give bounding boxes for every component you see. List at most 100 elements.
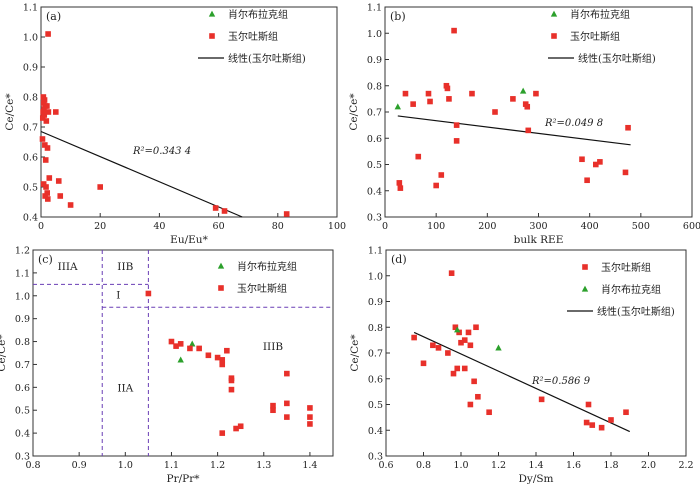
field-label: IIB [117, 261, 133, 273]
plot-frame [384, 6, 693, 218]
data-point-square [44, 190, 51, 196]
plot-frame [40, 6, 338, 218]
x-axis-label: Pr/Pr* [167, 473, 201, 485]
x-tick-label: 100 [427, 221, 445, 232]
y-tick-label: 0.8 [23, 93, 38, 104]
panel-a: 0 20 40 60 80 100 0.4 0.5 0.6 0.7 0.8 0.9 1.0 1.1 Eu/E… [4, 3, 346, 247]
x-axis-label: Eu/Eu* [170, 234, 208, 246]
x-tick-label: 1.3 [256, 460, 271, 471]
y-tick-label: 0.7 [23, 123, 38, 134]
data-point-square [410, 101, 416, 107]
data-point-square [196, 345, 202, 352]
data-point-square [451, 27, 457, 34]
data-point-square [471, 378, 477, 385]
x-tick-label: 300 [529, 221, 547, 232]
y-tick-label: 1.0 [15, 291, 30, 302]
data-point-square [307, 405, 313, 411]
data-point-square [40, 109, 46, 115]
field-label: IIIB [263, 341, 283, 353]
data-point-triangle [454, 326, 461, 333]
y-tick-label: 0.4 [15, 429, 30, 440]
x-tick-label: 1.2 [491, 460, 506, 471]
data-point-square [219, 430, 226, 436]
legend-marker-triangle [208, 10, 216, 17]
data-point-square [43, 184, 49, 190]
data-point-square [402, 90, 409, 97]
data-point-square [579, 156, 585, 163]
data-point-square [44, 145, 51, 151]
data-point-square [42, 193, 48, 199]
x-tick-label: 1.0 [453, 460, 468, 471]
data-point-square [435, 345, 442, 351]
data-point-square [420, 360, 427, 367]
data-point-square [593, 161, 599, 168]
data-point-square [307, 421, 313, 427]
r-squared-annotation: R²=0.343 4 [132, 146, 191, 157]
legend-marker-square [551, 33, 557, 39]
legend-label: 肖尔布拉克组 [237, 260, 297, 273]
legend-label: 线性(玉尔吐斯组) [578, 52, 656, 65]
data-point-triangle [495, 344, 502, 351]
x-tick-label: 0 [382, 221, 388, 232]
y-tick-label: 1.2 [15, 246, 30, 257]
data-point-square [623, 409, 629, 416]
x-tick-label: 200 [478, 221, 496, 232]
x-tick-label: 80 [272, 221, 284, 232]
data-point-square [283, 211, 290, 217]
y-axis-label: Ce/Ce* [4, 93, 16, 131]
data-point-square [584, 177, 590, 184]
data-point-square [458, 339, 464, 346]
data-point-square [492, 109, 498, 115]
data-point-square [446, 96, 452, 102]
data-point-square [205, 352, 212, 359]
y-tick-label: 0.9 [23, 63, 38, 74]
field-label: IIIA [58, 261, 78, 273]
data-point-square [228, 386, 235, 393]
data-point-square [438, 172, 445, 178]
y-tick-label: 0.9 [368, 297, 383, 308]
data-point-square [270, 407, 276, 414]
data-point-square [427, 98, 433, 105]
data-point-square [524, 103, 531, 110]
y-tick-label: 0.6 [368, 374, 383, 385]
y-tick-label: 0.7 [368, 349, 383, 360]
data-point-square [445, 350, 451, 356]
data-point-square [224, 347, 230, 354]
data-point-square [469, 90, 475, 97]
x-tick-label: 20 [94, 221, 106, 232]
data-point-square [40, 181, 47, 187]
data-point-square [454, 365, 461, 372]
x-tick-label: 1.4 [302, 460, 317, 471]
data-point-square [461, 337, 468, 343]
data-point-square [589, 422, 596, 428]
data-point-square [53, 109, 59, 115]
data-point-square [583, 419, 590, 426]
data-point-square [625, 124, 631, 131]
y-tick-label: 0.6 [15, 383, 30, 394]
data-point-square [453, 122, 460, 128]
panel-d: 0.6 0.8 1.0 1.2 1.4 1.6 1.8 2.0 2.2 0.3 0.4 0.5 0.6 0… [349, 246, 694, 486]
data-point-square [397, 185, 404, 191]
panel-label: (b) [390, 10, 406, 23]
data-point-square [415, 153, 422, 160]
data-point-square [525, 127, 532, 134]
y-tick-label: 0.7 [367, 108, 382, 119]
data-point-square [597, 159, 603, 165]
x-tick-label: 0.8 [25, 460, 40, 471]
data-point-square [233, 425, 239, 432]
data-point-square [448, 270, 455, 276]
y-tick-label: 0.8 [15, 337, 30, 348]
data-point-square [45, 109, 52, 115]
data-point-square [45, 196, 51, 202]
data-point-triangle [189, 340, 196, 347]
x-tick-label: 1.1 [164, 460, 179, 471]
data-point-square [177, 341, 184, 347]
data-point-square [411, 334, 417, 341]
y-axis-label: Ce/Ce* [0, 334, 8, 372]
legend-marker-square [218, 285, 224, 291]
trendline [413, 331, 631, 433]
panel-label: (a) [46, 10, 61, 23]
y-tick-label: 1.0 [368, 271, 383, 282]
data-point-square [46, 175, 53, 181]
